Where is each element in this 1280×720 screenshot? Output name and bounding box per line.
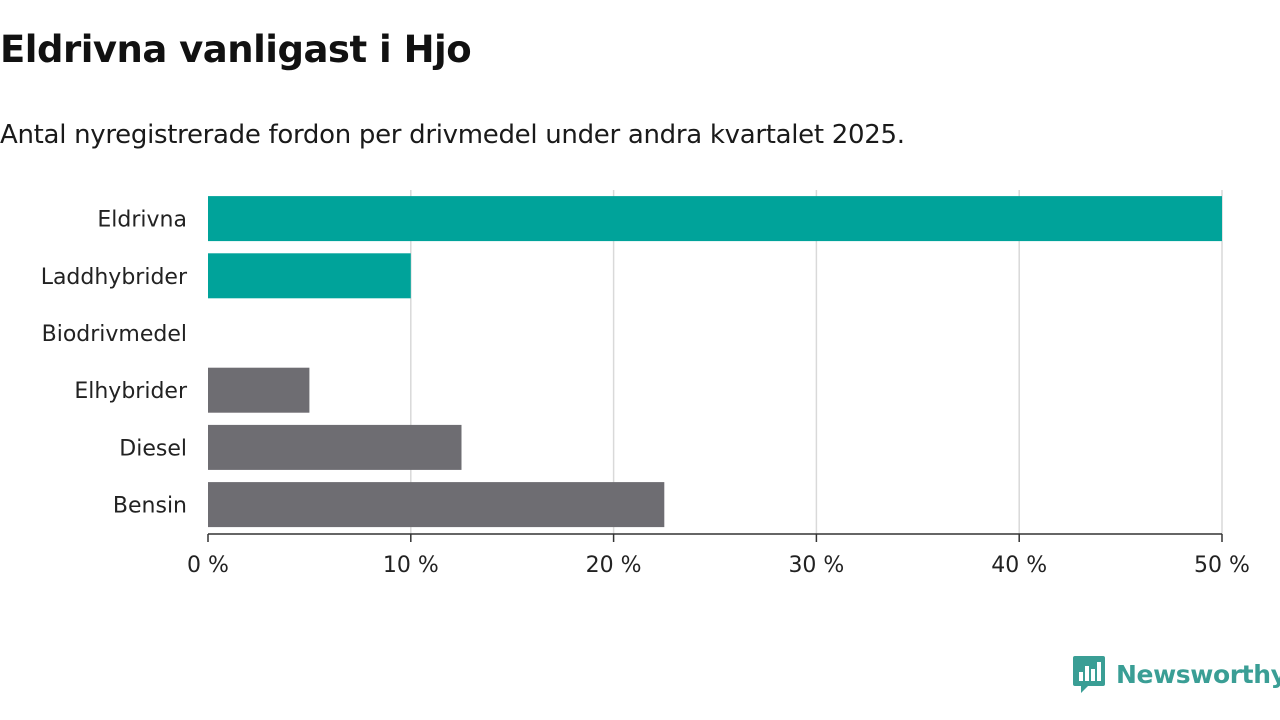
bar — [208, 196, 1222, 242]
bars — [208, 196, 1222, 528]
category-label: Elhybrider — [74, 379, 188, 404]
x-tick-label: 10 % — [383, 553, 439, 578]
x-tick-label: 50 % — [1194, 553, 1250, 578]
brand-logo: Newsworthy — [1072, 654, 1280, 694]
brand-name: Newsworthy — [1116, 659, 1280, 689]
x-tick-label: 30 % — [788, 553, 844, 578]
category-label: Biodrivmedel — [42, 322, 187, 347]
newsworthy-logo-icon — [1073, 656, 1105, 693]
bar — [208, 424, 462, 470]
x-axis: 0 % 10 % 20 % 30 % 40 % 50 % — [187, 533, 1250, 578]
category-label: Laddhybrider — [41, 265, 188, 290]
bar — [208, 253, 411, 299]
category-label: Eldrivna — [97, 208, 187, 233]
bar — [208, 367, 310, 413]
grid-lines — [410, 190, 1223, 534]
x-tick-label: 20 % — [586, 553, 642, 578]
x-tick-label: 40 % — [991, 553, 1047, 578]
category-label: Bensin — [113, 494, 187, 519]
x-tick-label: 0 % — [187, 553, 229, 578]
bar — [208, 482, 665, 528]
category-label: Diesel — [119, 436, 187, 461]
chart-subtitle: Antal nyregistrerade fordon per drivmede… — [0, 120, 905, 150]
category-labels: Eldrivna Laddhybrider Biodrivmedel Elhybrid… — [41, 208, 188, 519]
chart-title: Eldrivna vanligast i Hjo — [0, 28, 472, 71]
